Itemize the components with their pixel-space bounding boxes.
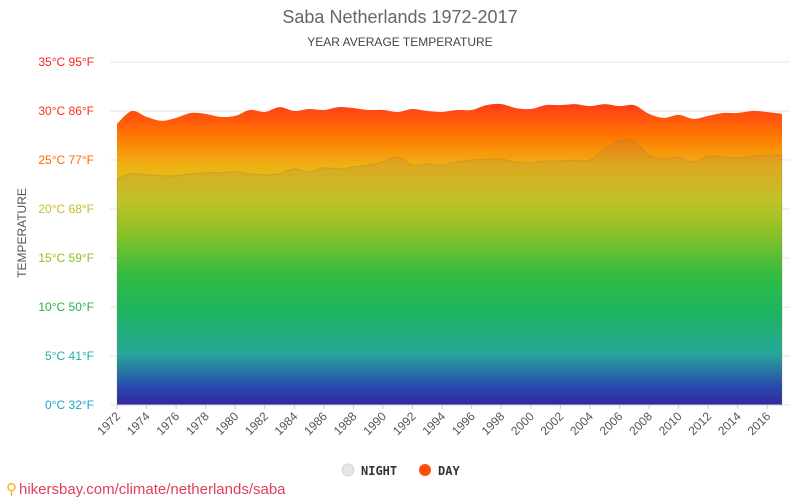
x-tick-label-18: 2008 <box>626 409 655 438</box>
y-tick-label-1: 5°C 41°F <box>45 349 94 363</box>
x-tick-label-10: 1992 <box>390 409 419 438</box>
series-areas <box>116 103 783 406</box>
x-tick-label-11: 1994 <box>419 409 448 438</box>
x-tick-label-22: 2016 <box>745 409 774 438</box>
y-axis-ticks: 0°C 32°F 5°C 41°F 10°C 50°F 15°C 59°F 20°C 6… <box>38 55 94 412</box>
legend-item-night[interactable]: NIGHT <box>341 463 397 478</box>
x-tick-label-19: 2010 <box>656 409 685 438</box>
x-tick-label-3: 1978 <box>183 409 212 438</box>
x-tick-label-0: 1972 <box>94 409 123 438</box>
x-axis-ticks: 1972 1974 1976 1978 1980 1982 1984 1986 1988 1990… <box>94 405 774 438</box>
x-tick-label-7: 1986 <box>301 409 330 438</box>
x-tick-label-8: 1988 <box>331 409 360 438</box>
x-tick-label-16: 2004 <box>567 409 596 438</box>
x-tick-label-2: 1976 <box>153 409 182 438</box>
legend-item-day[interactable]: DAY <box>419 464 460 478</box>
y-tick-label-3: 15°C 59°F <box>38 251 94 265</box>
x-tick-label-21: 2014 <box>715 409 744 438</box>
x-tick-label-1: 1974 <box>124 409 153 438</box>
series-night-area[interactable] <box>116 138 783 406</box>
y-tick-label-5: 25°C 77°F <box>38 153 94 167</box>
x-tick-label-12: 1996 <box>449 409 478 438</box>
legend-night-label: NIGHT <box>361 464 397 478</box>
x-tick-label-17: 2006 <box>597 409 626 438</box>
x-tick-label-5: 1982 <box>242 409 271 438</box>
y-tick-label-6: 30°C 86°F <box>38 104 94 118</box>
legend-day-label: DAY <box>438 464 460 478</box>
x-tick-label-6: 1984 <box>272 409 301 438</box>
x-tick-label-20: 2012 <box>685 409 714 438</box>
map-pin-icon: ⚲ <box>6 481 17 498</box>
chart-subtitle: YEAR AVERAGE TEMPERATURE <box>307 35 492 49</box>
chart-title: Saba Netherlands 1972-2017 <box>282 7 517 27</box>
x-tick-label-14: 2000 <box>508 409 537 438</box>
y-axis-title: TEMPERATURE <box>15 188 29 278</box>
y-tick-label-0: 0°C 32°F <box>45 398 94 412</box>
series-day-area[interactable] <box>117 103 782 406</box>
x-tick-label-9: 1990 <box>360 409 389 438</box>
y-tick-label-7: 35°C 95°F <box>38 55 94 69</box>
legend: NIGHT DAY <box>341 463 460 478</box>
y-tick-label-2: 10°C 50°F <box>38 300 94 314</box>
legend-night-swatch <box>341 463 355 477</box>
source-link[interactable]: ⚲ hikersbay.com/climate/netherlands/saba <box>6 480 286 498</box>
legend-day-swatch <box>419 464 431 476</box>
x-tick-label-15: 2002 <box>538 409 567 438</box>
x-tick-label-13: 1998 <box>479 409 508 438</box>
x-tick-label-4: 1980 <box>213 409 242 438</box>
y-tick-label-4: 20°C 68°F <box>38 202 94 216</box>
source-link-text: hikersbay.com/climate/netherlands/saba <box>19 481 286 498</box>
